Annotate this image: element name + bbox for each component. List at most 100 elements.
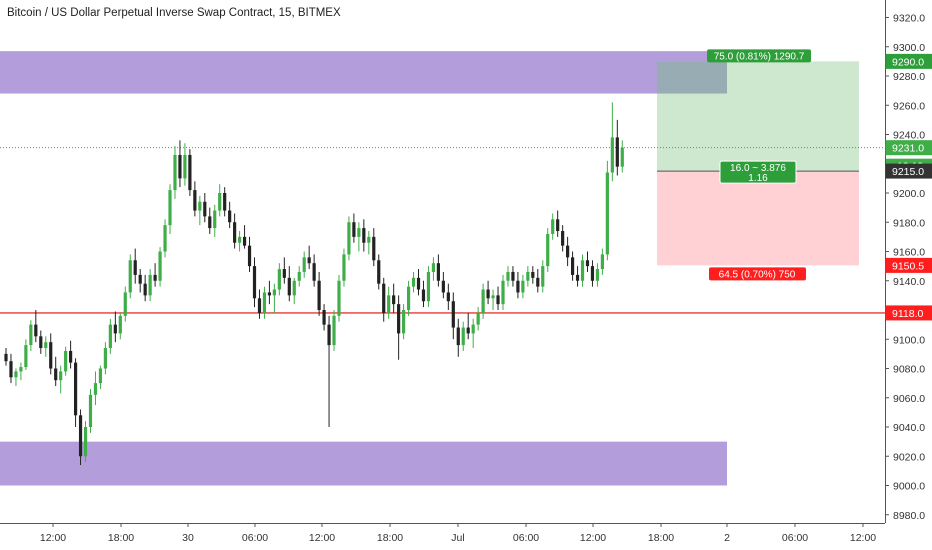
candle	[496, 286, 500, 310]
candle-body	[610, 137, 614, 173]
y-tick-label: 9080.0	[893, 364, 925, 376]
candle	[143, 274, 147, 302]
candle-body	[133, 260, 137, 275]
candle-body	[585, 260, 590, 267]
candle	[277, 263, 281, 296]
candle-body	[546, 233, 550, 267]
candle	[347, 216, 351, 261]
ratio-label: 16.0 ~ 3.876	[730, 163, 786, 174]
candle	[451, 292, 455, 340]
candle-body	[208, 216, 212, 229]
stop-label: 64.5 (0.70%) 750	[719, 269, 796, 280]
candle	[620, 140, 624, 173]
candle	[128, 254, 132, 299]
current-price-tag: 9231.0	[885, 140, 932, 156]
candle	[19, 362, 23, 381]
candle	[426, 266, 431, 308]
candle	[461, 321, 465, 351]
candle	[506, 266, 510, 287]
candle	[411, 271, 416, 293]
candle	[600, 248, 604, 275]
candle-body	[431, 263, 436, 272]
candle	[64, 346, 68, 376]
candle	[352, 213, 356, 243]
profit-label-box	[707, 49, 811, 63]
candle	[103, 342, 107, 375]
zone-2	[0, 441, 727, 486]
y-tick-label: 9100.0	[893, 334, 925, 346]
candle-body	[4, 353, 8, 362]
candle-body	[352, 222, 356, 237]
candle-body	[312, 263, 316, 281]
candle-body	[451, 301, 455, 328]
candle	[605, 160, 609, 261]
current-price-tag-text: 9231.0	[892, 143, 924, 155]
candle-body	[337, 280, 341, 316]
candle	[252, 257, 257, 308]
candle	[237, 231, 242, 252]
candle	[302, 251, 306, 278]
candle-body	[516, 280, 520, 293]
position-tool: 75.0 (0.81%) 1290.7 64.5 (0.70%) 750 16.0 …	[657, 49, 859, 281]
candle-body	[257, 298, 262, 313]
candle	[148, 269, 152, 302]
candle	[342, 248, 346, 287]
candle-body	[24, 345, 28, 368]
candle-body	[14, 371, 18, 378]
candle	[566, 236, 570, 267]
candle-body	[73, 362, 78, 416]
candle-body	[382, 283, 386, 313]
stop-label-box	[709, 267, 806, 281]
y-tick-label: 9140.0	[893, 276, 925, 288]
x-tick-label: 12:00	[309, 532, 335, 544]
profit-label: 75.0 (0.81%) 1290.7	[714, 51, 805, 62]
horizontal-line-tag-text: 9118.0	[892, 308, 923, 320]
x-tick-label: 12:00	[580, 532, 606, 544]
candle-body	[108, 324, 112, 349]
candle	[267, 280, 272, 305]
candle-body	[9, 361, 13, 378]
candle-body	[377, 260, 381, 284]
y-tick-label: 8980.0	[893, 510, 925, 522]
candle-body	[580, 260, 585, 281]
y-tick-label: 9060.0	[893, 393, 925, 405]
ratio-sub-label: 1.16	[748, 173, 768, 184]
candle-body	[218, 193, 222, 211]
candle-body	[64, 350, 68, 372]
candle-body	[476, 312, 480, 325]
candle-body	[233, 222, 237, 243]
x-tick-label: 18:00	[377, 532, 403, 544]
candle-body	[34, 324, 38, 337]
candle	[476, 307, 480, 331]
candle-body	[570, 257, 575, 275]
candle-body	[183, 154, 187, 179]
candle	[441, 271, 445, 299]
ratio-label-box	[719, 160, 797, 184]
candle	[178, 140, 182, 188]
candle-body	[327, 324, 331, 346]
y-tick-label: 9300.0	[893, 42, 925, 54]
candle	[153, 263, 157, 287]
candle	[272, 283, 276, 313]
candle-body	[83, 427, 88, 457]
candle	[158, 247, 162, 287]
candle	[332, 310, 336, 351]
candle	[24, 339, 28, 370]
candle	[9, 353, 13, 384]
candle	[382, 277, 386, 322]
candle	[377, 254, 381, 290]
candle	[561, 225, 565, 252]
candle-body	[491, 295, 495, 299]
entry-price-tag-box	[885, 163, 932, 179]
target-price-tag: 9290.0	[885, 53, 932, 69]
candle-body	[292, 280, 296, 296]
candle-body	[59, 371, 63, 381]
y-tick-label: 9040.0	[893, 422, 925, 434]
candle	[446, 283, 450, 310]
candle	[88, 388, 93, 433]
candle	[4, 348, 8, 366]
candle-body	[531, 271, 535, 278]
target-price-tag-box	[885, 53, 932, 69]
